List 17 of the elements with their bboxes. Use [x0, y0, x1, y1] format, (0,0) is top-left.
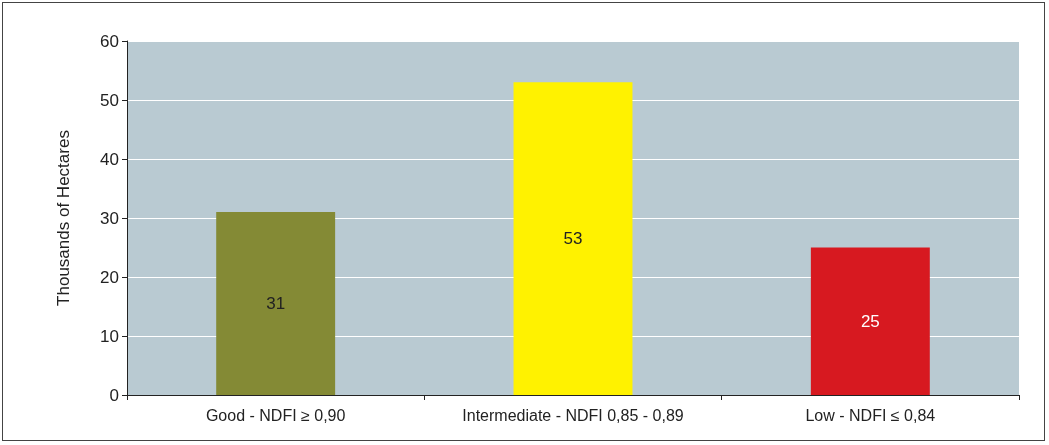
- x-tick-label: Good - NDFI ≥ 0,90: [205, 406, 346, 424]
- y-tick-label: 20: [100, 267, 119, 287]
- bar: [810, 247, 930, 395]
- data-label: 25: [860, 311, 880, 331]
- y-tick-label: 40: [100, 149, 119, 169]
- y-axis-title: Thousands of Hectares: [54, 130, 73, 306]
- data-label: 53: [563, 229, 583, 249]
- y-tick-label: 30: [100, 208, 119, 228]
- x-tick-label: Intermediate - NDFI 0,85 - 0,89: [462, 406, 684, 424]
- data-label: 31: [266, 294, 286, 314]
- bar: [513, 82, 633, 395]
- y-tick-label: 10: [100, 326, 119, 346]
- y-tick-label: 50: [100, 90, 119, 110]
- y-tick-label: 60: [100, 31, 119, 51]
- x-tick-label: Low - NDFI ≤ 0,84: [805, 406, 936, 424]
- y-tick-label: 0: [109, 385, 119, 405]
- bar: [216, 212, 336, 395]
